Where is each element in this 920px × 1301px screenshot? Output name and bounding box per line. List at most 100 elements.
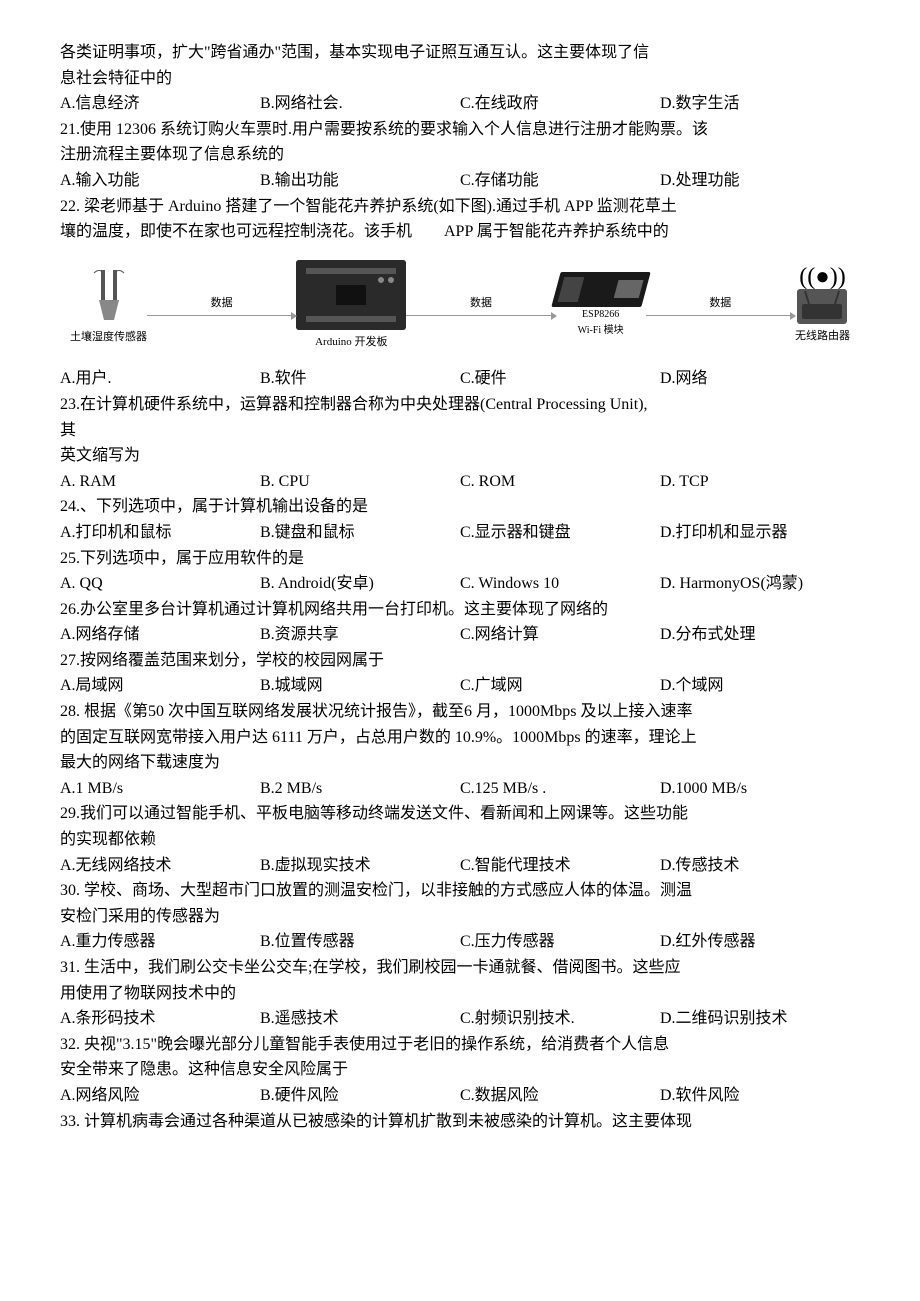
option-a: A. RAM <box>60 469 260 495</box>
arduino-label: Arduino 开发板 <box>315 334 387 352</box>
q22-text-line1: 22. 梁老师基于 Arduino 搭建了一个智能花卉养护系统(如下图).通过手… <box>60 194 860 220</box>
option-c: C.数据风险 <box>460 1083 660 1109</box>
option-d: D.数字生活 <box>660 91 860 117</box>
router-label: 无线路由器 <box>795 328 850 346</box>
option-c: C.在线政府 <box>460 91 660 117</box>
option-b: B.软件 <box>260 366 460 392</box>
wifi-signal-icon: ((●)) <box>799 265 845 289</box>
option-c: C.压力传感器 <box>460 929 660 955</box>
wifi-module-icon <box>551 272 650 307</box>
q31-text-line1: 31. 生活中，我们刷公交卡坐公交车;在学校，我们刷校园一卡通就餐、借阅图书。这… <box>60 955 860 981</box>
option-c: C.网络计算 <box>460 622 660 648</box>
arrow-label: 数据 <box>211 295 233 313</box>
option-a: A.用户. <box>60 366 260 392</box>
option-b: B.网络社会. <box>260 91 460 117</box>
q21-options: A.输入功能 B.输出功能 C.存储功能 D.处理功能 <box>60 168 860 194</box>
option-c: C.硬件 <box>460 366 660 392</box>
option-a: A.输入功能 <box>60 168 260 194</box>
q30-text-line2: 安检门采用的传感器为 <box>60 904 860 930</box>
q23-text-line3: 英文缩写为 <box>60 443 860 469</box>
q30-options: A.重力传感器 B.位置传感器 C.压力传感器 D.红外传感器 <box>60 929 860 955</box>
q32-options: A.网络风险 B.硬件风险 C.数据风险 D.软件风险 <box>60 1083 860 1109</box>
q29-options: A.无线网络技术 B.虚拟现实技术 C.智能代理技术 D.传感技术 <box>60 853 860 879</box>
arrow-label: 数据 <box>470 295 492 313</box>
option-d: D.红外传感器 <box>660 929 860 955</box>
sensor-icon <box>89 265 129 325</box>
q28-text-line2: 的固定互联网宽带接入用户达 6111 万户，占总用户数的 10.9%。1000M… <box>60 725 860 751</box>
option-b: B.位置传感器 <box>260 929 460 955</box>
q20-options: A.信息经济 B.网络社会. C.在线政府 D.数字生活 <box>60 91 860 117</box>
option-c: C.存储功能 <box>460 168 660 194</box>
q21-text-line2: 注册流程主要体现了信息系统的 <box>60 142 860 168</box>
option-b: B.硬件风险 <box>260 1083 460 1109</box>
sensor-label: 土壤湿度传感器 <box>70 329 147 347</box>
option-a: A.信息经济 <box>60 91 260 117</box>
sensor-node: 土壤湿度传感器 <box>70 265 147 347</box>
arduino-icon <box>296 260 406 330</box>
q28-options: A.1 MB/s B.2 MB/s C.125 MB/s . D.1000 MB… <box>60 776 860 802</box>
arrow-2: 数据 <box>406 295 555 316</box>
q30-text-line1: 30. 学校、商场、大型超市门口放置的测温安检门，以非接触的方式感应人体的体温。… <box>60 878 860 904</box>
router-node: ((●)) 无线路由器 <box>795 265 850 346</box>
q26-options: A.网络存储 B.资源共享 C.网络计算 D.分布式处理 <box>60 622 860 648</box>
wifi-module-node: ESP8266 Wi-Fi 模块 <box>556 272 646 339</box>
q23-text-line1: 23.在计算机硬件系统中，运算器和控制器合称为中央处理器(Central Pro… <box>60 392 860 418</box>
q26-text: 26.办公室里多台计算机通过计算机网络共用一台打印机。这主要体现了网络的 <box>60 597 860 623</box>
option-b: B.城域网 <box>260 673 460 699</box>
wifi-module-labels: ESP8266 Wi-Fi 模块 <box>578 307 624 339</box>
option-b: B. Android(安卓) <box>260 571 460 597</box>
option-d: D.分布式处理 <box>660 622 860 648</box>
q25-text: 25.下列选项中，属于应用软件的是 <box>60 546 860 572</box>
option-b: B.2 MB/s <box>260 776 460 802</box>
q31-options: A.条形码技术 B.遥感技术 C.射频识别技术. D.二维码识别技术 <box>60 1006 860 1032</box>
option-b: B.虚拟现实技术 <box>260 853 460 879</box>
option-a: A.网络存储 <box>60 622 260 648</box>
option-a: A.打印机和鼠标 <box>60 520 260 546</box>
module-label-2: Wi-Fi 模块 <box>578 323 624 339</box>
arrow-3: 数据 <box>646 295 795 316</box>
q31-text-line2: 用使用了物联网技术中的 <box>60 981 860 1007</box>
option-d: D.软件风险 <box>660 1083 860 1109</box>
arrow-1: 数据 <box>147 295 296 316</box>
option-d: D.个域网 <box>660 673 860 699</box>
q28-text-line1: 28. 根据《第50 次中国互联网络发展状况统计报告》，截至6 月，1000Mb… <box>60 699 860 725</box>
option-a: A.重力传感器 <box>60 929 260 955</box>
q29-text-line2: 的实现都依赖 <box>60 827 860 853</box>
option-a: A.网络风险 <box>60 1083 260 1109</box>
q24-text: 24.、下列选项中，属于计算机输出设备的是 <box>60 494 860 520</box>
option-c: C.广域网 <box>460 673 660 699</box>
option-c: C.125 MB/s . <box>460 776 660 802</box>
option-a: A.局域网 <box>60 673 260 699</box>
option-c: C. ROM <box>460 469 660 495</box>
option-c: C.射频识别技术. <box>460 1006 660 1032</box>
q29-text-line1: 29.我们可以通过智能手机、平板电脑等移动终端发送文件、看新闻和上网课等。这些功… <box>60 801 860 827</box>
q28-text-line3: 最大的网络下载速度为 <box>60 750 860 776</box>
option-c: C.智能代理技术 <box>460 853 660 879</box>
option-d: D.二维码识别技术 <box>660 1006 860 1032</box>
option-b: B.输出功能 <box>260 168 460 194</box>
intro-text-line2: 息社会特征中的 <box>60 66 860 92</box>
option-a: A. QQ <box>60 571 260 597</box>
option-d: D.1000 MB/s <box>660 776 860 802</box>
q24-options: A.打印机和鼠标 B.键盘和鼠标 C.显示器和键盘 D.打印机和显示器 <box>60 520 860 546</box>
q32-text-line2: 安全带来了隐患。这种信息安全风险属于 <box>60 1057 860 1083</box>
option-b: B. CPU <box>260 469 460 495</box>
option-d: D.网络 <box>660 366 860 392</box>
q23-options: A. RAM B. CPU C. ROM D. TCP <box>60 469 860 495</box>
option-a: A.无线网络技术 <box>60 853 260 879</box>
option-d: D.传感技术 <box>660 853 860 879</box>
router-icon <box>797 289 847 324</box>
option-c: C.显示器和键盘 <box>460 520 660 546</box>
option-b: B.遥感技术 <box>260 1006 460 1032</box>
option-b: B.键盘和鼠标 <box>260 520 460 546</box>
q22-text-line2: 壤的温度，即使不在家也可远程控制浇花。该手机 APP 属于智能花卉养护系统中的 <box>60 219 860 245</box>
option-d: D. HarmonyOS(鸿蒙) <box>660 571 860 597</box>
option-d: D.打印机和显示器 <box>660 520 860 546</box>
option-a: A.条形码技术 <box>60 1006 260 1032</box>
q27-options: A.局域网 B.城域网 C.广域网 D.个域网 <box>60 673 860 699</box>
arduino-node: Arduino 开发板 <box>296 260 406 352</box>
option-d: D.处理功能 <box>660 168 860 194</box>
option-d: D. TCP <box>660 469 860 495</box>
q32-text-line1: 32. 央视"3.15"晚会曝光部分儿童智能手表使用过于老旧的操作系统，给消费者… <box>60 1032 860 1058</box>
system-diagram: 土壤湿度传感器 数据 Arduino 开发板 数据 <box>60 260 860 352</box>
